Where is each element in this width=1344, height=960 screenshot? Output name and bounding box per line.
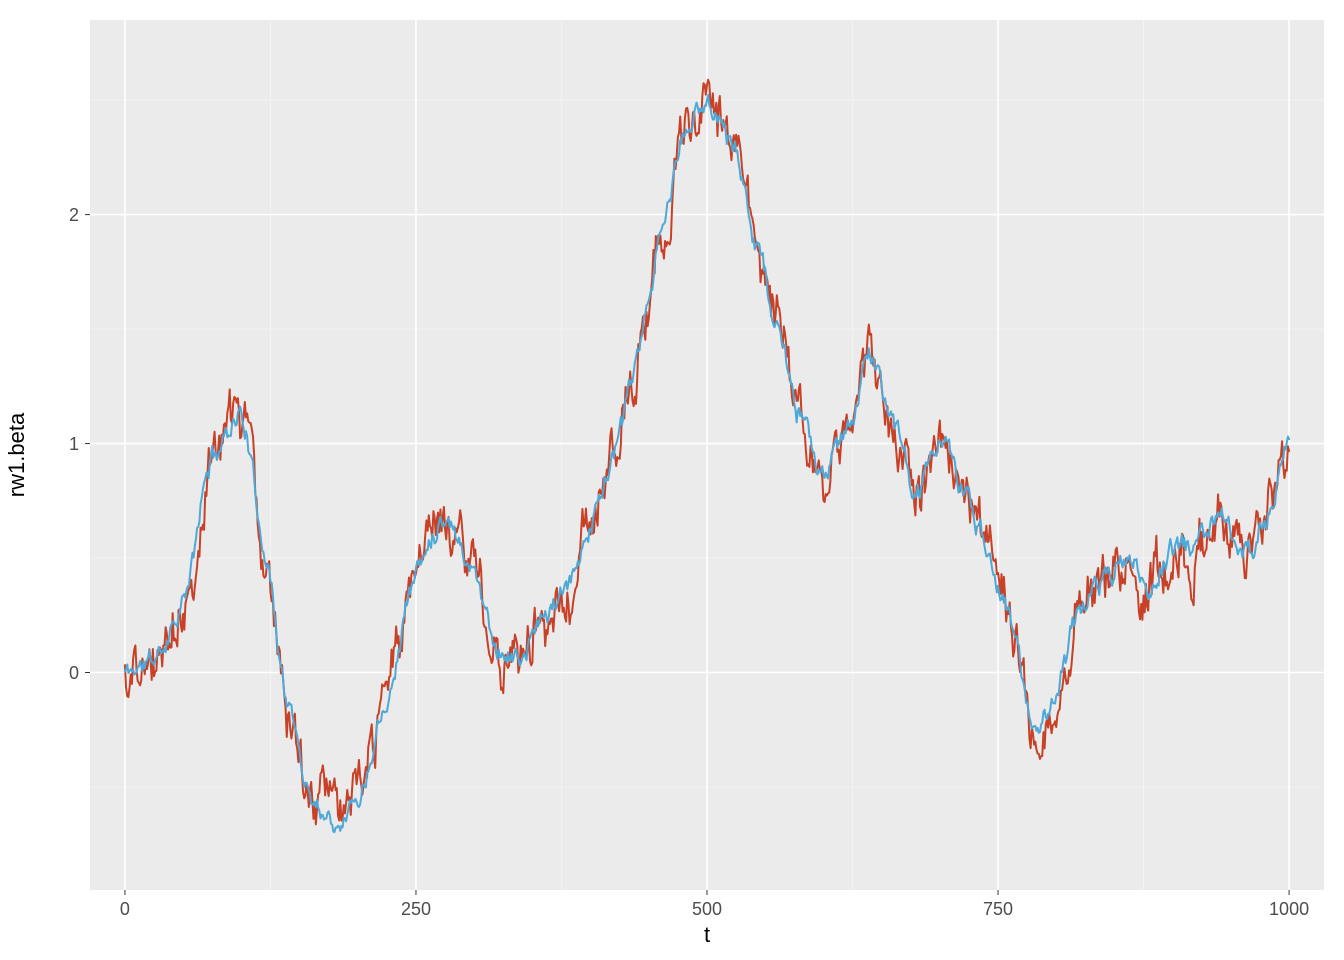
y-tick-label: 2 [69,205,79,225]
y-axis-label: rw1.beta [4,412,29,497]
x-tick-label: 500 [692,899,722,919]
chart-svg: 0 250 500 750 1000 0 1 2 t rw1.beta [0,0,1344,960]
x-tick-label: 0 [120,899,130,919]
x-tick-label: 250 [401,899,431,919]
y-tick-label: 0 [69,663,79,683]
x-tick-label: 750 [983,899,1013,919]
x-tick-label: 1000 [1269,899,1309,919]
y-tick-label: 1 [69,434,79,454]
x-axis-label: t [704,922,710,947]
chart-container: 0 250 500 750 1000 0 1 2 t rw1.beta [0,0,1344,960]
